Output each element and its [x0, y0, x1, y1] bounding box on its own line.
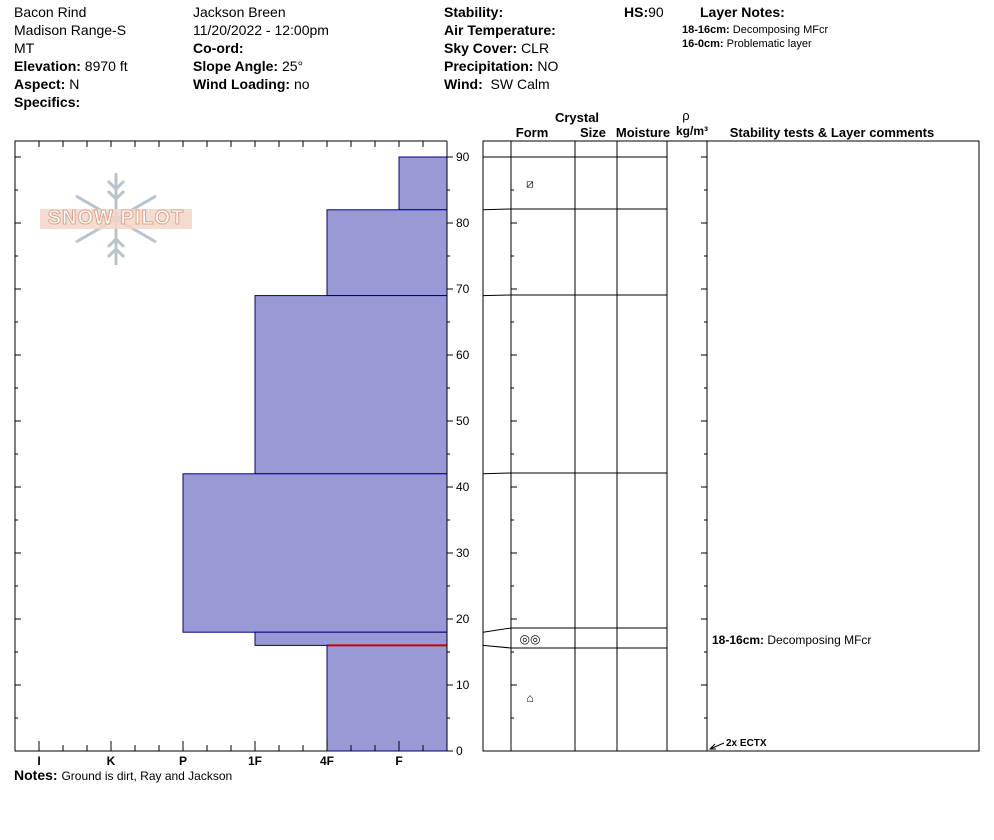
layer-comment: 18-16cm: Decomposing MFcr — [712, 633, 871, 647]
density-unit-header: kg/m³ — [676, 124, 708, 138]
aspect-value: N — [69, 76, 80, 92]
logo-text: SNOW PILOT — [47, 207, 185, 230]
specifics: Specifics: — [14, 93, 80, 111]
layer-note-range: 18-16cm: — [682, 24, 730, 36]
stability-test-arrowhead — [708, 743, 716, 750]
wind-loading-label: Wind Loading: — [193, 76, 291, 92]
notes-text: Ground is dirt, Ray and Jackson — [61, 769, 233, 783]
mountain-range: Madison Range-S — [14, 22, 127, 38]
depth-tick-label: 20 — [456, 612, 470, 626]
location-name: Bacon Rind — [14, 4, 87, 20]
wind-value: SW Calm — [490, 76, 550, 92]
stability: Stability: — [444, 3, 503, 21]
slope-value: 25° — [281, 58, 304, 74]
precip-value: NO — [537, 58, 559, 74]
hardness-tick-label: K — [107, 754, 116, 768]
hardness-layer-bar — [398, 156, 448, 211]
crystal-header: Crystal — [555, 110, 599, 125]
sky-cover: Sky Cover: CLR — [444, 39, 549, 57]
stability-label: Stability: — [444, 4, 504, 20]
wind-loading: Wind Loading: no — [193, 75, 310, 93]
wind: Wind: SW Calm — [444, 75, 550, 93]
comments-header: Stability tests & Layer comments — [730, 125, 934, 140]
snowpilot-logo: SNOW PILOT — [38, 170, 194, 268]
elevation: Elevation: 8970 ft — [14, 57, 128, 75]
elevation-value: 8970 ft — [84, 58, 128, 74]
depth-tick-label: 40 — [456, 480, 470, 494]
observation-datetime: 11/20/2022 - 12:00pm — [193, 22, 329, 38]
precip-label: Precipitation: — [444, 58, 534, 74]
coordinates: Co-ord: — [193, 39, 244, 57]
melt-freeze-crust-icon: ◎◎ — [520, 632, 541, 646]
hardness-tick-label: F — [395, 754, 402, 768]
hardness-tick-label: I — [37, 754, 40, 768]
depth-tick-label: 90 — [456, 150, 470, 164]
form-header: Form — [516, 125, 549, 140]
layer-note-text: Problematic layer — [726, 38, 812, 50]
snowflake-icon — [40, 173, 192, 265]
hardness-tick-label: 1F — [248, 754, 262, 768]
stability-test-label: 2x ECTX — [726, 738, 767, 749]
sky-label: Sky Cover: — [444, 40, 518, 56]
rho-header: ρ — [682, 108, 689, 123]
hardness-profile: 0 10 20 30 40 50 60 70 80 90 I K P 1F 4F F — [14, 140, 470, 768]
depth-tick-label: 0 — [456, 744, 463, 758]
elevation-label: Elevation: — [14, 58, 81, 74]
depth-connector — [482, 627, 512, 633]
hs-value: 90 — [648, 4, 664, 20]
layer-note-range: 16-0cm: — [682, 38, 724, 50]
hs-label: HS: — [624, 4, 649, 20]
depth-tick-label: 50 — [456, 414, 470, 428]
precipitation: Precipitation: NO — [444, 57, 558, 75]
hardness-layer-bar — [254, 295, 448, 475]
mixed-grain-icon: ⌂ — [526, 691, 533, 705]
size-header: Size — [580, 125, 606, 140]
layer-notes-title: Layer Notes: — [700, 3, 785, 21]
depth-connector — [482, 472, 512, 475]
layer-comment-text: Decomposing MFcr — [767, 633, 871, 647]
moisture-header: Moisture — [616, 125, 670, 140]
wind-label: Wind: — [444, 76, 483, 92]
observer-name: Jackson Breen — [193, 4, 286, 20]
hardness-tick-label: 4F — [320, 754, 334, 768]
layer-table: ⧄ ◎◎ ⌂ 18-16cm: Decomposing MFcr 2x ECTX — [482, 140, 980, 752]
aspect: Aspect: N — [14, 75, 79, 93]
sky-value: CLR — [521, 40, 550, 56]
air-temperature: Air Temperature: — [444, 21, 556, 39]
layer-notes-label: Layer Notes: — [700, 4, 785, 20]
hardness-layer-bar — [326, 209, 448, 297]
layer-note-2: 16-0cm: Problematic layer — [682, 38, 812, 51]
faceted-grain-icon: ⧄ — [526, 176, 534, 190]
specifics-label: Specifics: — [14, 94, 81, 110]
depth-tick-label: 70 — [456, 282, 470, 296]
wind-loading-value: no — [293, 76, 310, 92]
slope-angle: Slope Angle: 25° — [193, 57, 303, 75]
notes-label: Notes: — [14, 767, 58, 783]
hardness-layer-bar — [326, 644, 448, 752]
hardness-tick-label: P — [179, 754, 187, 768]
depth-tick-label: 60 — [456, 348, 470, 362]
layer-comment-range: 18-16cm: — [712, 633, 767, 647]
state: MT — [14, 40, 35, 56]
notes: Notes: Ground is dirt, Ray and Jackson — [14, 766, 232, 784]
hardness-layer-bar — [182, 473, 448, 633]
aspect-label: Aspect: — [14, 76, 66, 92]
snow-height: HS:90 — [624, 3, 664, 21]
layer-note-1: 18-16cm: Decomposing MFcr — [682, 24, 828, 37]
depth-connector — [482, 294, 512, 297]
layer-note-text: Decomposing MFcr — [732, 24, 829, 36]
air-temp-label: Air Temperature: — [444, 22, 556, 38]
depth-tick-label: 30 — [456, 546, 470, 560]
stability-test-pointer — [709, 742, 725, 750]
depth-tick-label: 80 — [456, 216, 470, 230]
coord-label: Co-ord: — [193, 40, 244, 56]
depth-connector — [482, 644, 512, 649]
hardness-layer-bar — [254, 631, 448, 646]
depth-connector — [482, 208, 512, 211]
table-frame — [482, 140, 980, 752]
slope-label: Slope Angle: — [193, 58, 279, 74]
depth-tick-label: 10 — [456, 678, 470, 692]
